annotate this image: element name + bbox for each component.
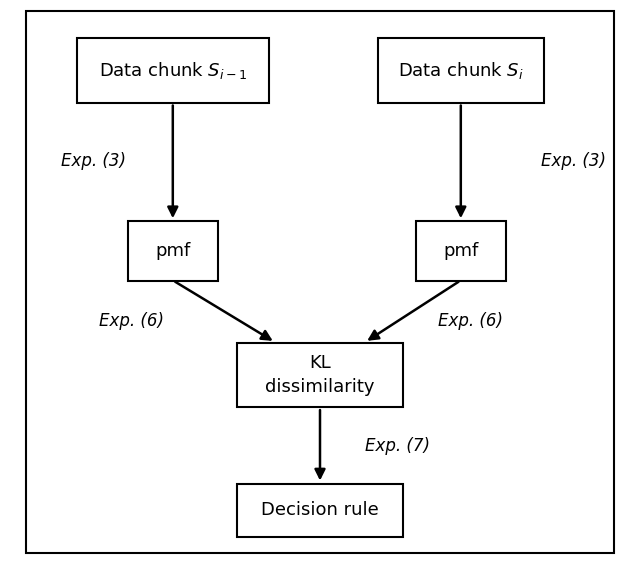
Text: pmf: pmf	[443, 242, 479, 260]
Text: KL
dissimilarity: KL dissimilarity	[265, 354, 375, 396]
FancyBboxPatch shape	[77, 38, 269, 103]
Text: Decision rule: Decision rule	[261, 501, 379, 519]
Text: Exp. (7): Exp. (7)	[365, 437, 430, 455]
FancyBboxPatch shape	[26, 11, 614, 553]
Text: Exp. (3): Exp. (3)	[61, 152, 126, 170]
FancyBboxPatch shape	[237, 483, 403, 537]
Text: Data chunk $S_i$: Data chunk $S_i$	[398, 60, 524, 81]
Text: Exp. (6): Exp. (6)	[99, 312, 164, 331]
Text: pmf: pmf	[155, 242, 191, 260]
FancyBboxPatch shape	[128, 222, 218, 280]
FancyBboxPatch shape	[416, 222, 506, 280]
Text: Exp. (6): Exp. (6)	[438, 312, 504, 331]
FancyBboxPatch shape	[378, 38, 544, 103]
Text: Exp. (3): Exp. (3)	[541, 152, 606, 170]
FancyBboxPatch shape	[237, 342, 403, 407]
Text: Data chunk $S_{i-1}$: Data chunk $S_{i-1}$	[99, 60, 247, 81]
